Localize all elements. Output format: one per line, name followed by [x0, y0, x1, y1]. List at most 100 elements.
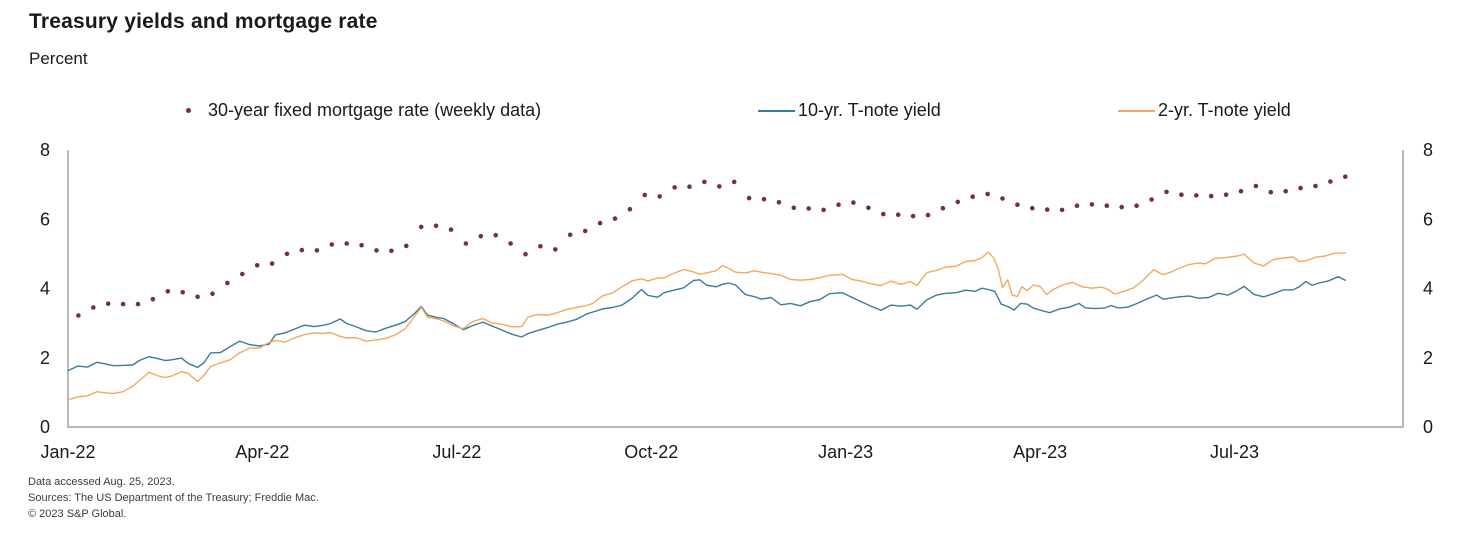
y-axis-tick-label-right: 0 [1423, 417, 1433, 437]
mortgage-rate-data-point [91, 305, 96, 310]
mortgage-rate-data-point [344, 241, 350, 246]
mortgage-rate-data-point [627, 206, 633, 212]
mortgage-rate-data-point [776, 200, 782, 205]
y-axis-tick-label-left: 2 [40, 348, 50, 368]
mortgage-rate-data-point [895, 212, 901, 217]
mortgage-rate-data-point [1015, 202, 1020, 207]
legend-item-10yr-yield: 10-yr. T-note yield [758, 100, 941, 121]
mortgage-rate-data-point [806, 206, 811, 211]
mortgage-rate-data-point [150, 296, 156, 302]
mortgage-rate-data-point [1194, 193, 1199, 198]
axis-frame [67, 150, 1404, 428]
mortgage-rate-data-point [687, 184, 692, 189]
mortgage-rate-data-point [866, 205, 871, 211]
yield-series-line [67, 276, 1346, 372]
mortgage-rate-data-point [1328, 179, 1333, 184]
mortgage-rate-data-point [478, 233, 484, 239]
chart-legend: 30-year fixed mortgage rate (weekly data… [0, 100, 1468, 124]
mortgage-rate-data-point [523, 251, 528, 257]
mortgage-rate-data-point [225, 280, 230, 286]
mortgage-rate-data-point [284, 251, 290, 257]
mortgage-rate-data-point [210, 291, 215, 297]
mortgage-rate-data-point [1208, 193, 1214, 199]
x-axis-tick-label: Apr-23 [1013, 442, 1067, 462]
mortgage-rate-data-point [821, 207, 826, 213]
mortgage-rate-data-point [702, 179, 707, 185]
mortgage-rate-data-point [910, 213, 916, 219]
mortgage-rate-data-point [731, 179, 737, 185]
mortgage-rate-data-point [1089, 202, 1095, 207]
footnote-data-accessed: Data accessed Aug. 25, 2023. [28, 476, 175, 488]
mortgage-rate-data-point [120, 301, 126, 307]
y-axis-tick-label-left: 4 [40, 279, 50, 299]
y-axis-tick-label-right: 2 [1423, 348, 1433, 368]
mortgage-rate-data-point [493, 232, 499, 238]
page-title: Treasury yields and mortgage rate [29, 10, 378, 33]
x-axis-tick-label: Jul-23 [1210, 442, 1259, 462]
mortgage-rate-data-point [433, 223, 439, 229]
mortgage-rate-data-point [1119, 204, 1124, 210]
mortgage-rate-data-point [761, 196, 767, 202]
mortgage-rate-data-point [746, 195, 752, 201]
mortgage-rate-data-point [329, 242, 335, 247]
mortgage-rate-data-point [1179, 192, 1184, 197]
mortgage-rate-data-point [597, 220, 603, 226]
mortgage-rate-data-point [538, 244, 543, 249]
mortgage-rate-data-point [985, 191, 990, 197]
mortgage-rate-data-point [955, 199, 961, 205]
mortgage-rate-data-point [269, 261, 275, 266]
mortgage-rate-data-point [582, 228, 588, 234]
mortgage-rate-data-point [404, 243, 409, 249]
mortgage-rate-data-point [553, 247, 558, 252]
y-axis-tick-label-right: 6 [1423, 209, 1433, 229]
legend-item-2yr-yield: 2-yr. T-note yield [1118, 100, 1291, 121]
x-axis-tick-label: Jan-23 [818, 442, 873, 462]
mortgage-rate-data-point [1074, 203, 1080, 208]
mortgage-rate-data-point [851, 200, 856, 205]
x-axis-tick-label: Apr-22 [235, 442, 289, 462]
mortgage-rate-data-point [299, 247, 305, 253]
mortgage-rate-data-point [254, 263, 260, 268]
mortgage-rate-data-point [1313, 183, 1318, 189]
footnotes: Data accessed Aug. 25, 2023. Sources: Th… [28, 474, 319, 522]
mortgage-rate-data-point [1000, 196, 1005, 201]
mortgage-rate-data-point [881, 211, 886, 217]
mortgage-rate-data-point [463, 241, 469, 246]
legend-label: 10-yr. T-note yield [798, 100, 941, 120]
mortgage-rate-data-point [195, 294, 200, 300]
mortgage-rate-data-point [448, 227, 454, 232]
mortgage-rate-data-point [1283, 188, 1288, 194]
x-axis-tick-label: Jul-22 [432, 442, 481, 462]
mortgage-rate-data-point [359, 242, 364, 248]
line-marker-icon [1118, 109, 1155, 112]
mortgage-rate-data-point [508, 241, 513, 246]
mortgage-rate-data-point [418, 224, 424, 230]
legend-label: 2-yr. T-note yield [1158, 100, 1291, 120]
mortgage-rate-data-point [672, 185, 677, 190]
mortgage-rate-data-point [1149, 197, 1154, 202]
legend-item-mortgage-rate: 30-year fixed mortgage rate (weekly data… [186, 100, 541, 121]
mortgage-rate-data-point [940, 205, 946, 211]
mortgage-rate-data-point [1134, 203, 1139, 208]
mortgage-rate-data-point [240, 271, 245, 277]
y-axis-tick-label-right: 8 [1423, 140, 1433, 160]
mortgage-rate-data-point [1343, 174, 1348, 179]
mortgage-rate-data-point [567, 232, 573, 238]
mortgage-rate-data-point [791, 205, 797, 211]
dot-marker-icon [186, 108, 191, 113]
mortgage-rate-data-point [1238, 188, 1244, 194]
x-axis-tick-label: Oct-22 [624, 442, 678, 462]
mortgage-rate-data-point [1223, 192, 1229, 197]
mortgage-rate-data-point [970, 194, 975, 199]
mortgage-rate-data-point [76, 313, 81, 318]
x-axis-tick-label: Jan-22 [40, 442, 95, 462]
mortgage-rate-data-point [1253, 183, 1259, 189]
footnote-sources: Sources: The US Department of the Treasu… [28, 492, 319, 504]
mortgage-rate-data-point [389, 248, 394, 254]
y-axis-tick-label-right: 4 [1423, 279, 1433, 299]
mortgage-rate-data-point [1044, 207, 1050, 212]
mortgage-rate-data-point [1298, 185, 1303, 191]
mortgage-rate-data-point [1268, 189, 1274, 195]
y-axis-tick-label-left: 8 [40, 140, 50, 160]
